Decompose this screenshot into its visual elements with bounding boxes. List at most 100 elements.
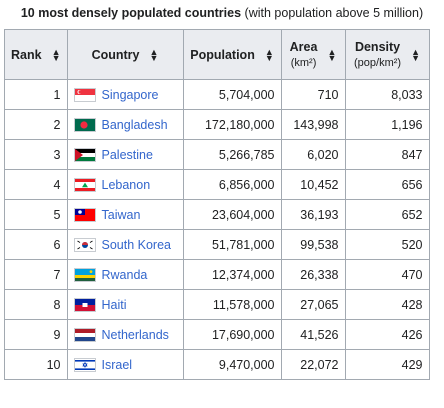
table-row: 3 Palestine 5,266,785 6,020 847 (4, 139, 430, 170)
population-cell: 172,180,000 (182, 109, 282, 140)
rwanda-flag-icon (73, 267, 96, 282)
sort-icon[interactable]: ▲ ▼ (51, 46, 61, 63)
rank-cell: 3 (4, 139, 68, 170)
table-row: 1 Singapore 5,704,000 710 8,033 (4, 79, 430, 110)
country-link[interactable]: Taiwan (101, 207, 141, 222)
country-cell: Bangladesh (66, 109, 184, 140)
population-cell: 12,374,000 (182, 259, 282, 290)
area-cell: 143,998 (280, 109, 346, 140)
table-row: 7 Rwanda 12,374,000 26,338 470 (4, 259, 430, 290)
taiwan-flag-icon (73, 207, 96, 222)
table-row: 4 Lebanon 6,856,000 10,452 656 (4, 169, 430, 200)
density-cell: 520 (344, 229, 430, 260)
country-link[interactable]: Singapore (101, 87, 159, 102)
caption-title: 10 most densely populated countries (20, 6, 242, 20)
table-row: 6 South Korea 51,781,000 99,538 520 (4, 229, 430, 260)
population-cell: 5,266,785 (182, 139, 282, 170)
south-korea-flag-icon (73, 237, 96, 252)
area-cell: 36,193 (280, 199, 346, 230)
density-cell: 426 (344, 319, 430, 350)
country-link[interactable]: Netherlands (101, 327, 169, 342)
population-cell: 5,704,000 (182, 79, 282, 110)
lebanon-flag-icon (73, 177, 96, 192)
bangladesh-flag-icon (73, 117, 96, 132)
rank-cell: 8 (4, 289, 68, 320)
country-cell: Palestine (66, 139, 184, 170)
density-cell: 470 (344, 259, 430, 290)
country-cell: Rwanda (66, 259, 184, 290)
rank-cell: 10 (4, 349, 68, 380)
singapore-flag-icon (73, 87, 96, 102)
sort-icon[interactable]: ▲ ▼ (264, 46, 274, 63)
table-caption: 10 most densely populated countries (wit… (0, 0, 444, 23)
rank-cell: 1 (4, 79, 68, 110)
header-density-unit: (pop/km²) (354, 56, 402, 69)
table-row: 10 Israel 9,470,000 22,072 429 (4, 349, 430, 380)
density-cell: 652 (344, 199, 430, 230)
country-cell: Haiti (66, 289, 184, 320)
netherlands-flag-icon (73, 327, 96, 342)
caption-subtitle: (with population above 5 million) (244, 6, 424, 20)
country-link[interactable]: Lebanon (101, 177, 151, 192)
country-link[interactable]: Haiti (101, 297, 127, 312)
density-cell: 847 (344, 139, 430, 170)
haiti-flag-icon (73, 297, 96, 312)
country-cell: Netherlands (66, 319, 184, 350)
population-cell: 17,690,000 (182, 319, 282, 350)
population-cell: 11,578,000 (182, 289, 282, 320)
density-cell: 1,196 (344, 109, 430, 140)
density-table: Rank ▲ ▼ Country ▲ ▼ Population ▲ ▼ Area (km²) ▲… (4, 29, 430, 380)
population-cell: 6,856,000 (182, 169, 282, 200)
rank-cell: 7 (4, 259, 68, 290)
header-row: Rank ▲ ▼ Country ▲ ▼ Population ▲ ▼ Area (km²) ▲… (4, 29, 430, 80)
area-cell: 27,065 (280, 289, 346, 320)
header-country-label: Country (91, 47, 140, 62)
table-row: 2 Bangladesh 172,180,000 143,998 1,196 (4, 109, 430, 140)
population-cell: 51,781,000 (182, 229, 282, 260)
rank-cell: 5 (4, 199, 68, 230)
sort-icon[interactable]: ▲ ▼ (411, 46, 420, 63)
country-cell: Singapore (66, 79, 184, 110)
area-cell: 99,538 (280, 229, 346, 260)
sort-icon[interactable]: ▲ ▼ (327, 46, 337, 63)
table-row: 5 Taiwan 23,604,000 36,193 652 (4, 199, 430, 230)
area-cell: 26,338 (280, 259, 346, 290)
area-cell: 6,020 (280, 139, 346, 170)
country-cell: Israel (66, 349, 184, 380)
density-cell: 656 (344, 169, 430, 200)
population-cell: 9,470,000 (182, 349, 282, 380)
population-cell: 23,604,000 (182, 199, 282, 230)
area-cell: 22,072 (280, 349, 346, 380)
header-population[interactable]: Population ▲ ▼ (182, 29, 282, 80)
area-cell: 710 (280, 79, 346, 110)
rank-cell: 2 (4, 109, 68, 140)
sort-icon[interactable]: ▲ ▼ (149, 46, 159, 63)
header-density-label: Density (354, 39, 401, 54)
rank-cell: 4 (4, 169, 68, 200)
country-link[interactable]: Bangladesh (101, 117, 168, 132)
header-population-label: Population (190, 47, 255, 62)
table-row: 9 Netherlands 17,690,000 41,526 426 (4, 319, 430, 350)
rank-cell: 6 (4, 229, 68, 260)
header-area-label: Area (289, 39, 318, 54)
rank-cell: 9 (4, 319, 68, 350)
country-link[interactable]: Israel (101, 357, 133, 372)
country-cell: South Korea (66, 229, 184, 260)
area-cell: 41,526 (280, 319, 346, 350)
header-density[interactable]: Density (pop/km²) ▲ ▼ (344, 29, 430, 80)
table-row: 8 Haiti 11,578,000 27,065 428 (4, 289, 430, 320)
density-cell: 8,033 (344, 79, 430, 110)
header-rank-label: Rank (11, 47, 42, 62)
country-link[interactable]: Palestine (101, 147, 153, 162)
palestine-flag-icon (73, 147, 96, 162)
country-link[interactable]: South Korea (101, 237, 172, 252)
header-country[interactable]: Country ▲ ▼ (66, 29, 184, 80)
header-rank[interactable]: Rank ▲ ▼ (4, 29, 68, 80)
density-cell: 428 (344, 289, 430, 320)
header-area[interactable]: Area (km²) ▲ ▼ (280, 29, 346, 80)
country-link[interactable]: Rwanda (101, 267, 148, 282)
country-cell: Lebanon (66, 169, 184, 200)
israel-flag-icon (73, 357, 96, 372)
country-cell: Taiwan (66, 199, 184, 230)
density-cell: 429 (344, 349, 430, 380)
